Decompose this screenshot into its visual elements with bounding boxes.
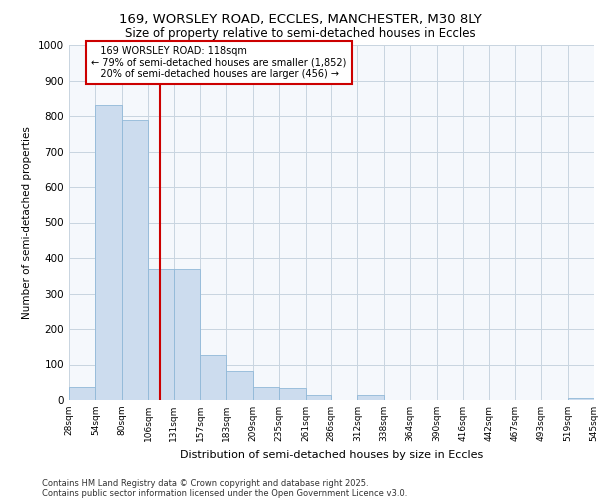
- Text: Size of property relative to semi-detached houses in Eccles: Size of property relative to semi-detach…: [125, 28, 475, 40]
- Bar: [200, 354, 226, 400]
- Bar: [279, 388, 305, 400]
- Text: Contains public sector information licensed under the Open Government Licence v3: Contains public sector information licen…: [42, 488, 407, 498]
- Text: 169, WORSLEY ROAD, ECCLES, MANCHESTER, M30 8LY: 169, WORSLEY ROAD, ECCLES, MANCHESTER, M…: [119, 12, 481, 26]
- Bar: [173, 268, 200, 400]
- Bar: [253, 386, 279, 400]
- Text: Contains HM Land Registry data © Crown copyright and database right 2025.: Contains HM Land Registry data © Crown c…: [42, 478, 368, 488]
- Y-axis label: Number of semi-detached properties: Number of semi-detached properties: [22, 126, 32, 319]
- Bar: [226, 370, 253, 400]
- X-axis label: Distribution of semi-detached houses by size in Eccles: Distribution of semi-detached houses by …: [180, 450, 483, 460]
- Bar: [122, 120, 148, 400]
- Bar: [305, 394, 331, 400]
- Bar: [358, 394, 384, 400]
- Bar: [568, 398, 594, 400]
- Bar: [95, 106, 122, 400]
- Bar: [69, 386, 95, 400]
- Text: 169 WORSLEY ROAD: 118sqm
← 79% of semi-detached houses are smaller (1,852)
   20: 169 WORSLEY ROAD: 118sqm ← 79% of semi-d…: [91, 46, 347, 80]
- Bar: [148, 268, 173, 400]
